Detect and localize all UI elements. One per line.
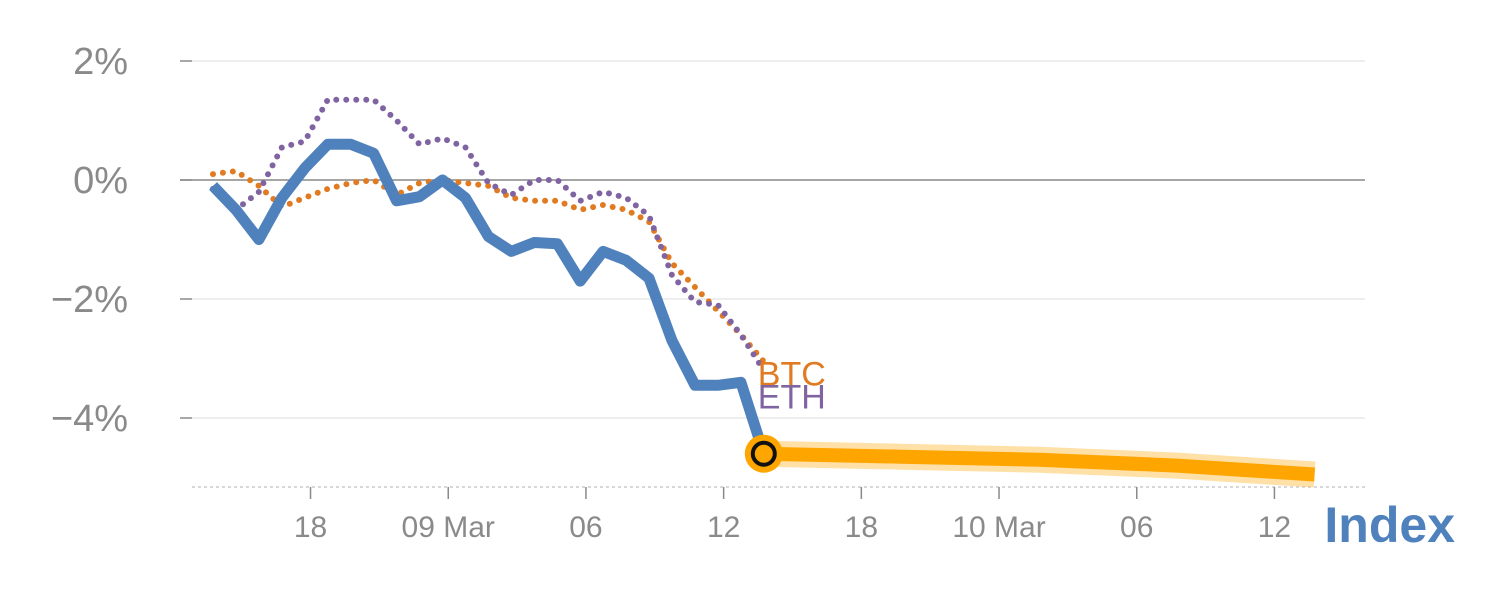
x-tick-label: 18	[845, 511, 878, 544]
index-series-label: Index	[1324, 497, 1455, 553]
x-tick-label: 06	[569, 511, 602, 544]
eth-series-label: ETH	[758, 378, 826, 416]
x-tick-label: 18	[294, 511, 327, 544]
x-tick-label: 12	[707, 511, 740, 544]
series-layer	[209, 96, 1316, 488]
index-series-line	[209, 138, 770, 456]
y-tick-label: 0%	[73, 160, 128, 202]
y-tick-label: 2%	[73, 41, 128, 83]
current-point-marker	[750, 440, 777, 467]
eth-series-line	[210, 96, 767, 374]
projection-band	[763, 446, 1316, 482]
x-tick-label: 09 Mar	[402, 511, 495, 544]
x-tick-label: 12	[1258, 511, 1291, 544]
y-tick-label: −2%	[51, 279, 128, 321]
btc-series-line	[210, 168, 767, 365]
btc-series-label: BTC	[758, 355, 826, 393]
x-tick-label: 06	[1120, 511, 1153, 544]
y-tick-label: −4%	[51, 398, 128, 440]
x-tick-label: 10 Mar	[952, 511, 1045, 544]
